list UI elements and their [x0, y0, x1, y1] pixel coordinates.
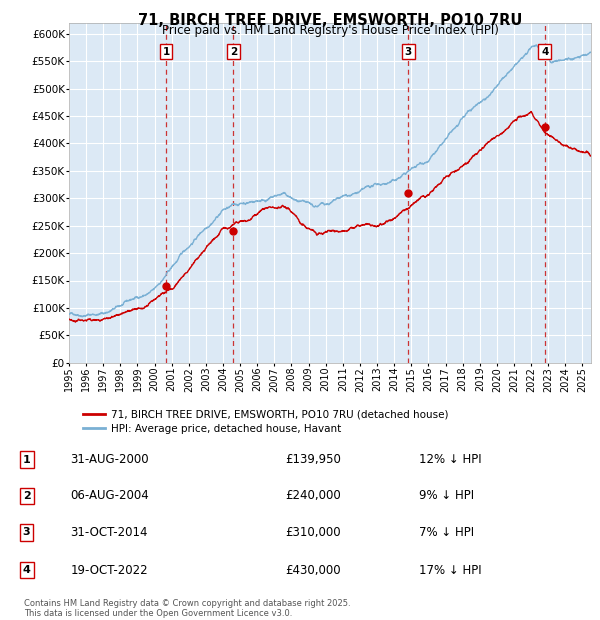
Text: 7% ↓ HPI: 7% ↓ HPI [419, 526, 475, 539]
Text: 4: 4 [23, 565, 31, 575]
Text: 19-OCT-2022: 19-OCT-2022 [70, 564, 148, 577]
Text: £430,000: £430,000 [286, 564, 341, 577]
Text: 1: 1 [23, 454, 31, 464]
Text: 17% ↓ HPI: 17% ↓ HPI [419, 564, 482, 577]
Text: 06-AUG-2004: 06-AUG-2004 [70, 489, 149, 502]
Text: 4: 4 [541, 47, 548, 57]
Text: £139,950: £139,950 [286, 453, 341, 466]
Text: £240,000: £240,000 [286, 489, 341, 502]
Legend: 71, BIRCH TREE DRIVE, EMSWORTH, PO10 7RU (detached house), HPI: Average price, d: 71, BIRCH TREE DRIVE, EMSWORTH, PO10 7RU… [79, 406, 451, 436]
Text: 31-OCT-2014: 31-OCT-2014 [70, 526, 148, 539]
Text: 12% ↓ HPI: 12% ↓ HPI [419, 453, 482, 466]
Text: 1: 1 [163, 47, 170, 57]
Text: Contains HM Land Registry data © Crown copyright and database right 2025.
This d: Contains HM Land Registry data © Crown c… [24, 599, 350, 618]
Text: £310,000: £310,000 [286, 526, 341, 539]
Text: Price paid vs. HM Land Registry's House Price Index (HPI): Price paid vs. HM Land Registry's House … [161, 24, 499, 37]
Text: 9% ↓ HPI: 9% ↓ HPI [419, 489, 475, 502]
Text: 71, BIRCH TREE DRIVE, EMSWORTH, PO10 7RU: 71, BIRCH TREE DRIVE, EMSWORTH, PO10 7RU [138, 13, 522, 28]
Text: 3: 3 [405, 47, 412, 57]
Text: 31-AUG-2000: 31-AUG-2000 [70, 453, 149, 466]
Text: 3: 3 [23, 528, 31, 538]
Text: 2: 2 [23, 491, 31, 501]
Text: 2: 2 [230, 47, 237, 57]
